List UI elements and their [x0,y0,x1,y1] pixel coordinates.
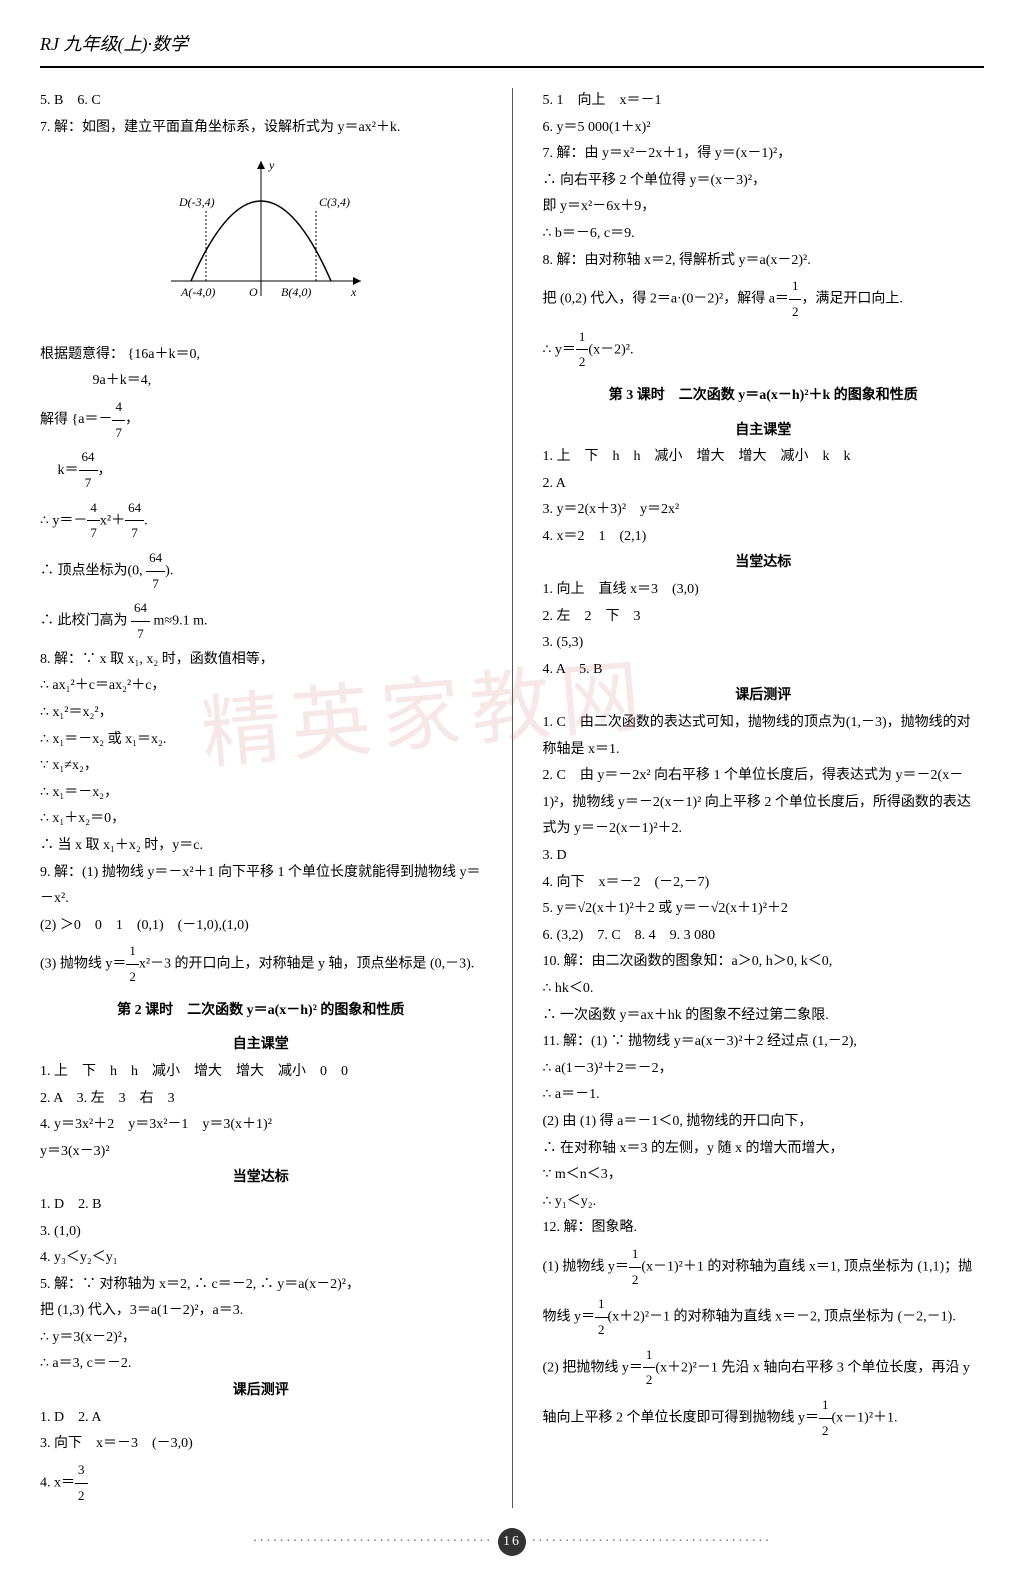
s2p-1: 1. D 2. A [40,1405,482,1432]
s3p-9: ∴ 一次函数 y＝ax＋hk 的图象不经过第二象限. [543,1003,985,1030]
eq1: 16a＋k＝0, [134,347,200,362]
sec2-sub2: 当堂达标 [40,1165,482,1192]
r-7c: 即 y＝x²－6x＋9， [543,194,985,221]
s3p-11: ∴ a(1－3)²＋2＝－2， [543,1056,985,1083]
r-8b: 把 (0,2) 代入，得 2＝a·(0－2)²，解得 a＝12，满足开口向上. [543,274,985,324]
s2-4: y＝3(x－3)² [40,1139,482,1166]
s2-1: 1. 上 下 h h 减小 增大 增大 减小 0 0 [40,1059,482,1086]
s3-3: 3. y＝2(x＋3)² y＝2x² [543,497,985,524]
s3p-4: 4. 向下 x＝－2 (－2,－7) [543,870,985,897]
q7-height: ∴ 此校门高为 647 m≈9.1 m. [40,596,482,646]
s3p-7: 10. 解：由二次函数的图象知：a＞0, h＞0, k＜0, [543,949,985,976]
parabola-graph: D(-3,4) C(3,4) A(-4,0) B(4,0) O x y [40,151,482,332]
s2-3: 4. y＝3x²＋2 y＝3x²－1 y＝3(x＋1)² [40,1112,482,1139]
sec3-title: 第 3 课时 二次函数 y＝a(x－h)²＋k 的图象和性质 [543,383,985,410]
pt-D: D(-3,4) [178,195,215,209]
page-number: 16 [498,1528,526,1556]
s2-2: 2. A 3. 左 3 右 3 [40,1086,482,1113]
s2p-2: 3. 向下 x＝－3 (－3,0) [40,1431,482,1458]
q9-3: (3) 抛物线 y＝12x²－3 的开口向上，对称轴是 y 轴，顶点坐标是 (0… [40,939,482,989]
q9-2: (2) ＞0 0 1 (0,1) (－1,0),(1,0) [40,913,482,940]
r-5: 5. 1 向上 x＝－1 [543,88,985,115]
s2d-1: 1. D 2. B [40,1192,482,1219]
q7-vertex: ∴ 顶点坐标为(0, 647). [40,546,482,596]
eq-label: 根据题意得： [40,347,124,362]
pt-C: C(3,4) [319,195,350,209]
sec3-sub2: 当堂达标 [543,550,985,577]
s2d-5: 把 (1,3) 代入，3＝a(1－2)²，a＝3. [40,1298,482,1325]
r-7a: 7. 解：由 y＝x²－2x＋1，得 y＝(x－1)²， [543,141,985,168]
s3d-1: 1. 向上 直线 x＝3 (3,0) [543,577,985,604]
r-6: 6. y＝5 000(1＋x)² [543,115,985,142]
s3p-10: 11. 解：(1) ∵ 抛物线 y＝a(x－3)²＋2 经过点 (1,－2), [543,1029,985,1056]
q8-2: ∴ ax₁²＋c＝ax₂²＋c， [40,673,482,700]
s3p-13: (2) 由 (1) 得 a＝－1＜0, 抛物线的开口向下， [543,1109,985,1136]
eq2: 9a＋k＝4, [93,373,152,388]
s3p-12: ∴ a＝－1. [543,1082,985,1109]
s3p-16: ∴ y₁＜y₂. [543,1189,985,1216]
pt-O: O [249,285,258,299]
s3-4: 4. x＝2 1 (2,1) [543,524,985,551]
pt-B: B(4,0) [281,285,311,299]
s3p-1: 1. C 由二次函数的表达式可知，抛物线的顶点为(1,－3)，抛物线的对称轴是 … [543,710,985,763]
s3p-5: 5. y＝√2(x＋1)²＋2 或 y＝－√2(x＋1)²＋2 [543,896,985,923]
sec2-title: 第 2 课时 二次函数 y＝a(x－h)² 的图象和性质 [40,998,482,1025]
sec2-sub3: 课后测评 [40,1378,482,1405]
sol-k: k＝647， [58,463,112,478]
q7-y: ∴ y＝－47x²＋647. [40,496,482,546]
s3d-3: 3. (5,3) [543,630,985,657]
q8-6: ∴ x₁＝－x₂， [40,780,482,807]
r-7b: ∴ 向右平移 2 个单位得 y＝(x－3)²， [543,168,985,195]
ans-5-6: 5. B 6. C [40,88,482,115]
s2d-2: 3. (1,0) [40,1219,482,1246]
s3p-19: (2) 把抛物线 y＝12(x＋2)²－1 先沿 x 轴向右平移 3 个单位长度… [543,1343,985,1444]
page-container: RJ 九年级(上)·数学 精英家教网 5. B 6. C 7. 解：如图，建立平… [0,0,1024,1576]
page-footer: ···································· 16 … [40,1528,984,1556]
axis-y: y [268,158,275,172]
left-column: 5. B 6. C 7. 解：如图，建立平面直角坐标系，设解析式为 y＝ax²＋… [40,88,482,1508]
graph-svg: D(-3,4) C(3,4) A(-4,0) B(4,0) O x y [141,151,381,321]
s2d-6: ∴ y＝3(x－2)²， [40,1325,482,1352]
q8-5: ∵ x₁≠x₂， [40,753,482,780]
column-divider [512,88,513,1508]
s2d-7: ∴ a＝3, c＝－2. [40,1351,482,1378]
r-8a: 8. 解：由对称轴 x＝2, 得解析式 y＝a(x－2)². [543,248,985,275]
s3d-2: 2. 左 2 下 3 [543,604,985,631]
q8-4: ∴ x₁＝－x₂ 或 x₁＝x₂. [40,727,482,754]
q8-7: ∴ x₁＋x₂＝0， [40,806,482,833]
s3-1: 1. 上 下 h h 减小 增大 增大 减小 k k [543,444,985,471]
s3p-14: ∴ 在对称轴 x＝3 的左侧，y 随 x 的增大而增大， [543,1136,985,1163]
pt-A: A(-4,0) [180,285,215,299]
s3-2: 2. A [543,471,985,498]
s2p-3: 4. x＝32 [40,1458,482,1508]
s3p-18: (1) 抛物线 y＝12(x－1)²＋1 的对称轴为直线 x＝1, 顶点坐标为 … [543,1242,985,1343]
q9-1: 9. 解：(1) 抛物线 y＝－x²＋1 向下平移 1 个单位长度就能得到抛物线… [40,860,482,913]
s2d-4: 5. 解：∵ 对称轴为 x＝2, ∴ c＝－2, ∴ y＝a(x－2)²， [40,1272,482,1299]
s3p-15: ∵ m＜n＜3， [543,1162,985,1189]
q7-eqs: 根据题意得： {16a＋k＝0, 9a＋k＝4, [40,342,482,395]
s3p-8: ∴ hk＜0. [543,976,985,1003]
sec2-sub1: 自主课堂 [40,1032,482,1059]
s3p-3: 3. D [543,843,985,870]
page-header: RJ 九年级(上)·数学 [40,20,984,68]
content-columns: 5. B 6. C 7. 解：如图，建立平面直角坐标系，设解析式为 y＝ax²＋… [40,88,984,1508]
s3d-4: 4. A 5. B [543,657,985,684]
solve-label: 解得 [40,412,68,427]
r-8c: ∴ y＝12(x－2)². [543,325,985,375]
axis-x: x [350,285,357,299]
r-7d: ∴ b＝－6, c＝9. [543,221,985,248]
s3p-6: 6. (3,2) 7. C 8. 4 9. 3 080 [543,923,985,950]
sol-a: a＝－47， [78,412,139,427]
q8-3: ∴ x₁²＝x₂²， [40,700,482,727]
q7-solve: 解得 {a＝－47， k＝647， [40,395,482,496]
sec3-sub1: 自主课堂 [543,418,985,445]
s2d-3: 4. y₃＜y₂＜y₁ [40,1245,482,1272]
s3p-17: 12. 解：图象略. [543,1215,985,1242]
q8-1: 8. 解：∵ x 取 x₁, x₂ 时，函数值相等， [40,647,482,674]
right-column: 5. 1 向上 x＝－1 6. y＝5 000(1＋x)² 7. 解：由 y＝x… [543,88,985,1508]
q7-intro: 7. 解：如图，建立平面直角坐标系，设解析式为 y＝ax²＋k. [40,115,482,142]
s3p-2: 2. C 由 y＝－2x² 向右平移 1 个单位长度后，得表达式为 y＝－2(x… [543,763,985,843]
sec3-sub3: 课后测评 [543,683,985,710]
q8-8: ∴ 当 x 取 x₁＋x₂ 时，y＝c. [40,833,482,860]
